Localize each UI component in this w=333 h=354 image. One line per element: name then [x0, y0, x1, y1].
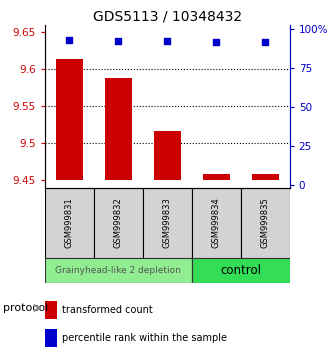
Bar: [154, 131, 181, 180]
Text: GSM999831: GSM999831: [65, 198, 74, 249]
Text: percentile rank within the sample: percentile rank within the sample: [62, 333, 226, 343]
Bar: [105, 78, 132, 180]
Bar: [252, 173, 279, 180]
Text: GSM999834: GSM999834: [212, 198, 221, 249]
Point: [165, 38, 170, 44]
Bar: [45, 329, 57, 347]
Bar: [56, 59, 83, 180]
Title: GDS5113 / 10348432: GDS5113 / 10348432: [93, 10, 242, 24]
Bar: [94, 188, 143, 258]
Bar: [143, 188, 192, 258]
Text: GSM999833: GSM999833: [163, 198, 172, 249]
Text: GSM999835: GSM999835: [261, 198, 270, 249]
Bar: [192, 188, 241, 258]
Bar: [45, 188, 94, 258]
Bar: [192, 258, 290, 283]
Text: protocol: protocol: [3, 303, 49, 313]
Point: [214, 39, 219, 45]
Point: [116, 38, 121, 44]
Point: [67, 38, 72, 43]
Bar: [241, 188, 290, 258]
Text: Grainyhead-like 2 depletion: Grainyhead-like 2 depletion: [55, 266, 181, 275]
Text: control: control: [220, 264, 261, 277]
Text: GSM999832: GSM999832: [114, 198, 123, 249]
Text: transformed count: transformed count: [62, 305, 153, 315]
Point: [262, 39, 268, 45]
Bar: [203, 173, 230, 180]
Bar: [45, 301, 57, 319]
Bar: [45, 258, 192, 283]
